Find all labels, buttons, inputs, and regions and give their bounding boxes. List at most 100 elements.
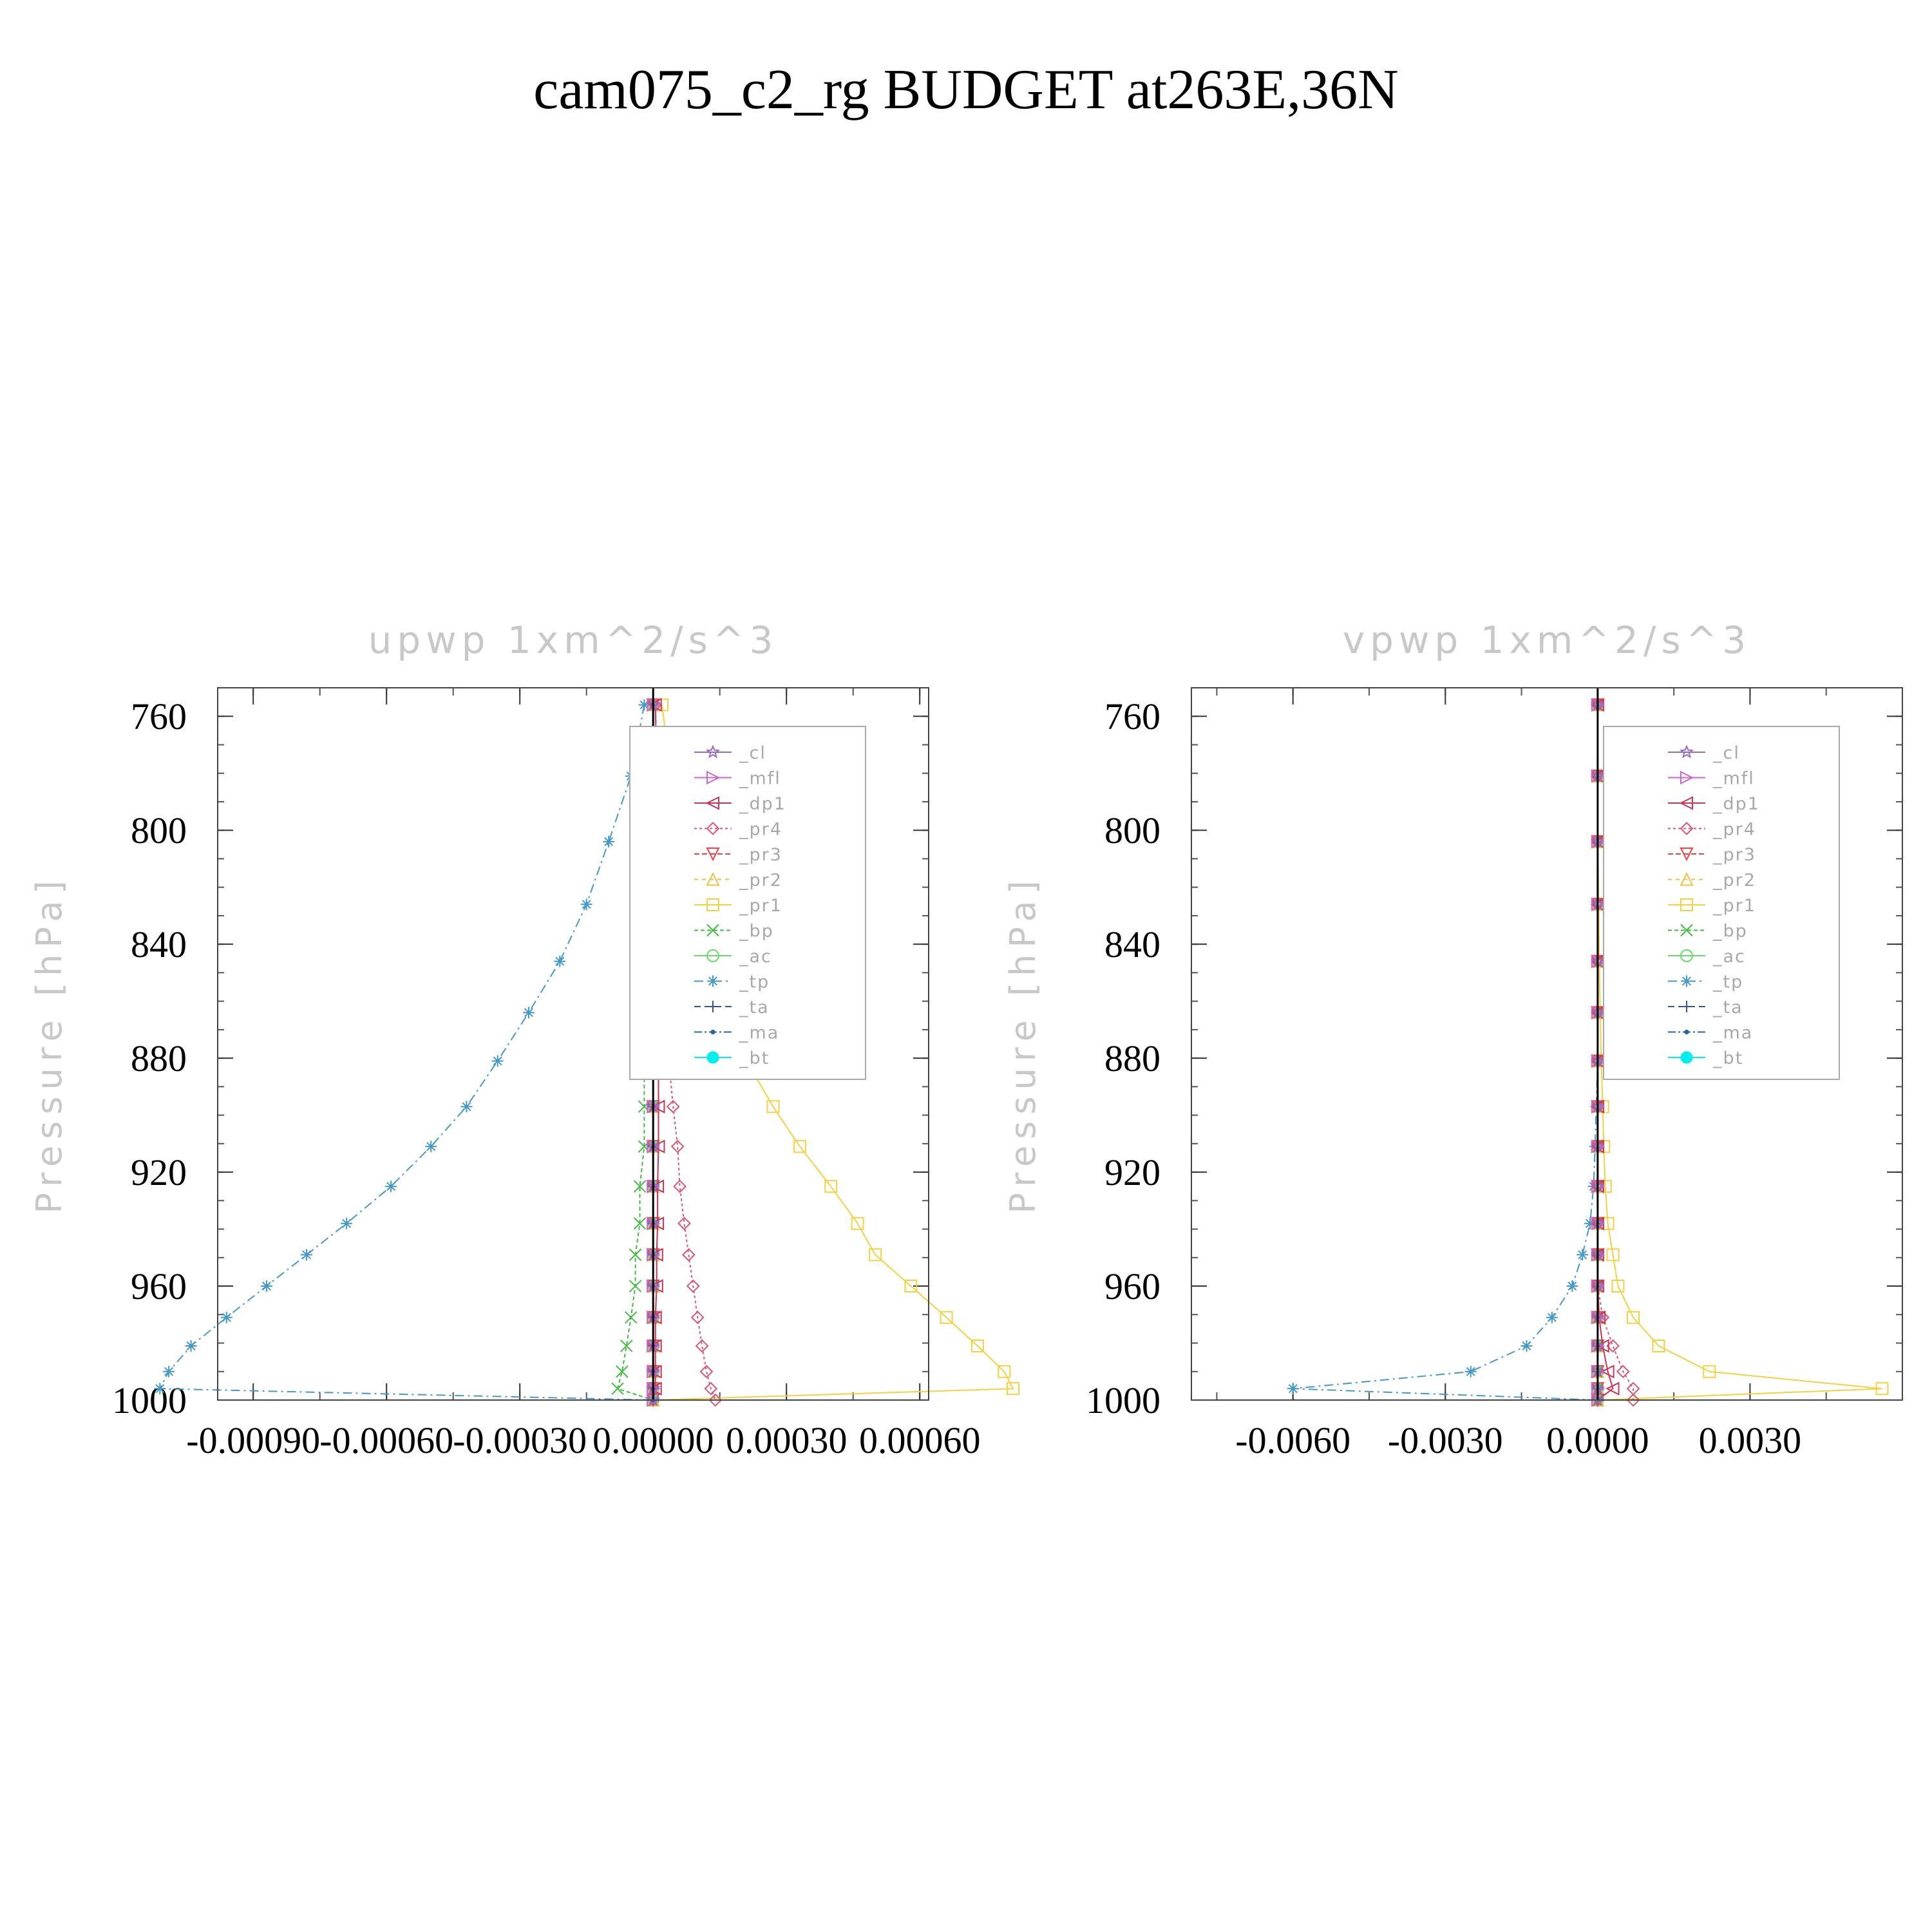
data-point-dp1 bbox=[648, 1381, 662, 1396]
data-point-dp1 bbox=[650, 1217, 665, 1231]
x-tick-label: 0.0030 bbox=[1699, 1419, 1802, 1461]
data-point-pr1 bbox=[1611, 1280, 1625, 1293]
legend-marker-ac bbox=[706, 949, 719, 962]
data-point-dp1 bbox=[648, 697, 662, 712]
data-point-tp bbox=[491, 1055, 504, 1067]
y-tick-label: 1000 bbox=[112, 1379, 187, 1421]
panel-title: vpwp 1xm^2/s^3 bbox=[1343, 618, 1751, 662]
data-point-tp bbox=[185, 1340, 197, 1352]
legend-label-pr2: _pr2 bbox=[1712, 871, 1756, 891]
data-point-dp1 bbox=[650, 1179, 665, 1193]
data-point-pr4 bbox=[673, 1179, 687, 1193]
y-tick-label: 760 bbox=[131, 696, 187, 737]
data-point-tp bbox=[1590, 1101, 1602, 1113]
data-point-pr1 bbox=[1652, 1339, 1665, 1352]
y-tick-label: 880 bbox=[131, 1037, 187, 1079]
legend-label-pr1: _pr1 bbox=[739, 896, 782, 916]
data-point-pr4 bbox=[670, 1139, 685, 1153]
legend-label-bt: _bt bbox=[1712, 1048, 1743, 1068]
data-point-tp bbox=[154, 1383, 166, 1395]
data-point-pr1 bbox=[824, 1180, 838, 1193]
legend-marker-tp bbox=[707, 975, 719, 987]
y-tick-label: 840 bbox=[131, 923, 187, 965]
legend-label-ta: _ta bbox=[739, 998, 770, 1018]
data-point-cl bbox=[646, 1392, 661, 1406]
x-tick-label: 0.00060 bbox=[859, 1419, 981, 1461]
data-point-tp bbox=[1546, 1311, 1558, 1323]
panel-vpwp: vpwp 1xm^2/s^3 Pressure [hPa] 760 800 840 880… bbox=[1003, 618, 1903, 1461]
legend-marker-bp bbox=[706, 923, 719, 937]
y-axis-label: Pressure [hPa] bbox=[29, 874, 70, 1213]
data-point-bp bbox=[620, 1340, 633, 1352]
x-tick-label: -0.00060 bbox=[319, 1419, 453, 1461]
legend-marker-dp1 bbox=[705, 796, 719, 810]
legend-marker-bt bbox=[706, 1051, 719, 1064]
legend-marker-mfl bbox=[1680, 770, 1694, 785]
panel-title: upwp 1xm^2/s^3 bbox=[368, 618, 779, 662]
legend-label-tp: _tp bbox=[739, 972, 770, 992]
legend-label-dp1: _dp1 bbox=[739, 794, 786, 814]
legend-marker-bp bbox=[1680, 923, 1693, 937]
data-point-bp bbox=[629, 1280, 642, 1293]
data-point-pr4 bbox=[704, 1381, 718, 1396]
data-point-pr1 bbox=[1703, 1365, 1716, 1378]
data-point-pr4 bbox=[677, 1217, 691, 1231]
data-point-tp bbox=[341, 1217, 353, 1229]
x-tick-label: 0.0000 bbox=[1546, 1419, 1649, 1461]
data-point-dp1 bbox=[651, 1139, 665, 1153]
data-point-pr1 bbox=[940, 1311, 953, 1324]
data-point-dp1 bbox=[648, 1339, 662, 1353]
data-point-pr4 bbox=[686, 1279, 700, 1293]
data-point-pr4 bbox=[1616, 1365, 1630, 1379]
data-point-tp bbox=[385, 1180, 397, 1193]
data-point-pr4 bbox=[708, 1393, 723, 1407]
data-point-pr4 bbox=[699, 1365, 714, 1379]
y-tick-label: 800 bbox=[131, 810, 187, 851]
legend-label-ma: _ma bbox=[739, 1023, 779, 1043]
legend-marker-ma bbox=[710, 1029, 715, 1035]
data-point-tp bbox=[1584, 1217, 1596, 1229]
data-point-tp bbox=[301, 1249, 312, 1261]
data-point-tp bbox=[638, 699, 650, 711]
data-point-tp bbox=[1287, 1383, 1299, 1395]
legend-label-bt: _bt bbox=[739, 1048, 770, 1068]
data-point-pr1 bbox=[971, 1339, 984, 1352]
legend-marker-pr3 bbox=[706, 848, 720, 862]
legend-box bbox=[629, 726, 866, 1080]
legend-label-mfl: _mfl bbox=[1712, 769, 1755, 789]
data-point-tp bbox=[425, 1141, 437, 1153]
y-tick-label: 1000 bbox=[1086, 1379, 1160, 1421]
legend-label-pr4: _pr4 bbox=[1712, 820, 1756, 840]
figure-title: cam075_c2_rg BUDGET at263E,36N bbox=[533, 59, 1398, 121]
data-point-dp1 bbox=[1600, 1365, 1615, 1379]
legend-marker-pr1 bbox=[1680, 898, 1693, 911]
data-point-tp bbox=[220, 1311, 232, 1323]
legend-label-pr4: _pr4 bbox=[739, 820, 782, 840]
legend-label-pr2: _pr2 bbox=[739, 871, 782, 891]
data-point-pr1 bbox=[869, 1248, 882, 1262]
legend-marker-ta bbox=[707, 1001, 719, 1012]
y-tick-label: 920 bbox=[131, 1151, 187, 1193]
data-point-dp1 bbox=[1595, 1339, 1609, 1353]
data-point-pr4 bbox=[666, 1099, 680, 1113]
legend-marker-pr2 bbox=[706, 872, 720, 886]
data-point-tp bbox=[1464, 1365, 1477, 1378]
y-tick-label: 960 bbox=[1104, 1265, 1160, 1307]
series-line-tp bbox=[158, 705, 654, 1401]
legend-marker-pr4 bbox=[1680, 822, 1694, 835]
x-tick-label: -0.00090 bbox=[186, 1419, 320, 1461]
data-point-bp bbox=[611, 1382, 624, 1396]
data-point-pr1 bbox=[1606, 1248, 1620, 1262]
legend-marker-ac bbox=[1680, 949, 1693, 962]
legend-label-bp: _bp bbox=[739, 922, 774, 942]
legend-marker-pr3 bbox=[1680, 848, 1694, 862]
legend-marker-pr2 bbox=[1680, 872, 1694, 886]
legend-label-tp: _tp bbox=[1712, 972, 1743, 992]
x-tick-label: 0.00000 bbox=[592, 1419, 714, 1461]
data-point-tp bbox=[580, 898, 592, 911]
data-point-pr4 bbox=[681, 1247, 696, 1262]
legend-marker-ma bbox=[1684, 1029, 1689, 1035]
data-point-pr1 bbox=[1875, 1382, 1889, 1396]
legend-label-cl: _cl bbox=[1712, 743, 1740, 763]
